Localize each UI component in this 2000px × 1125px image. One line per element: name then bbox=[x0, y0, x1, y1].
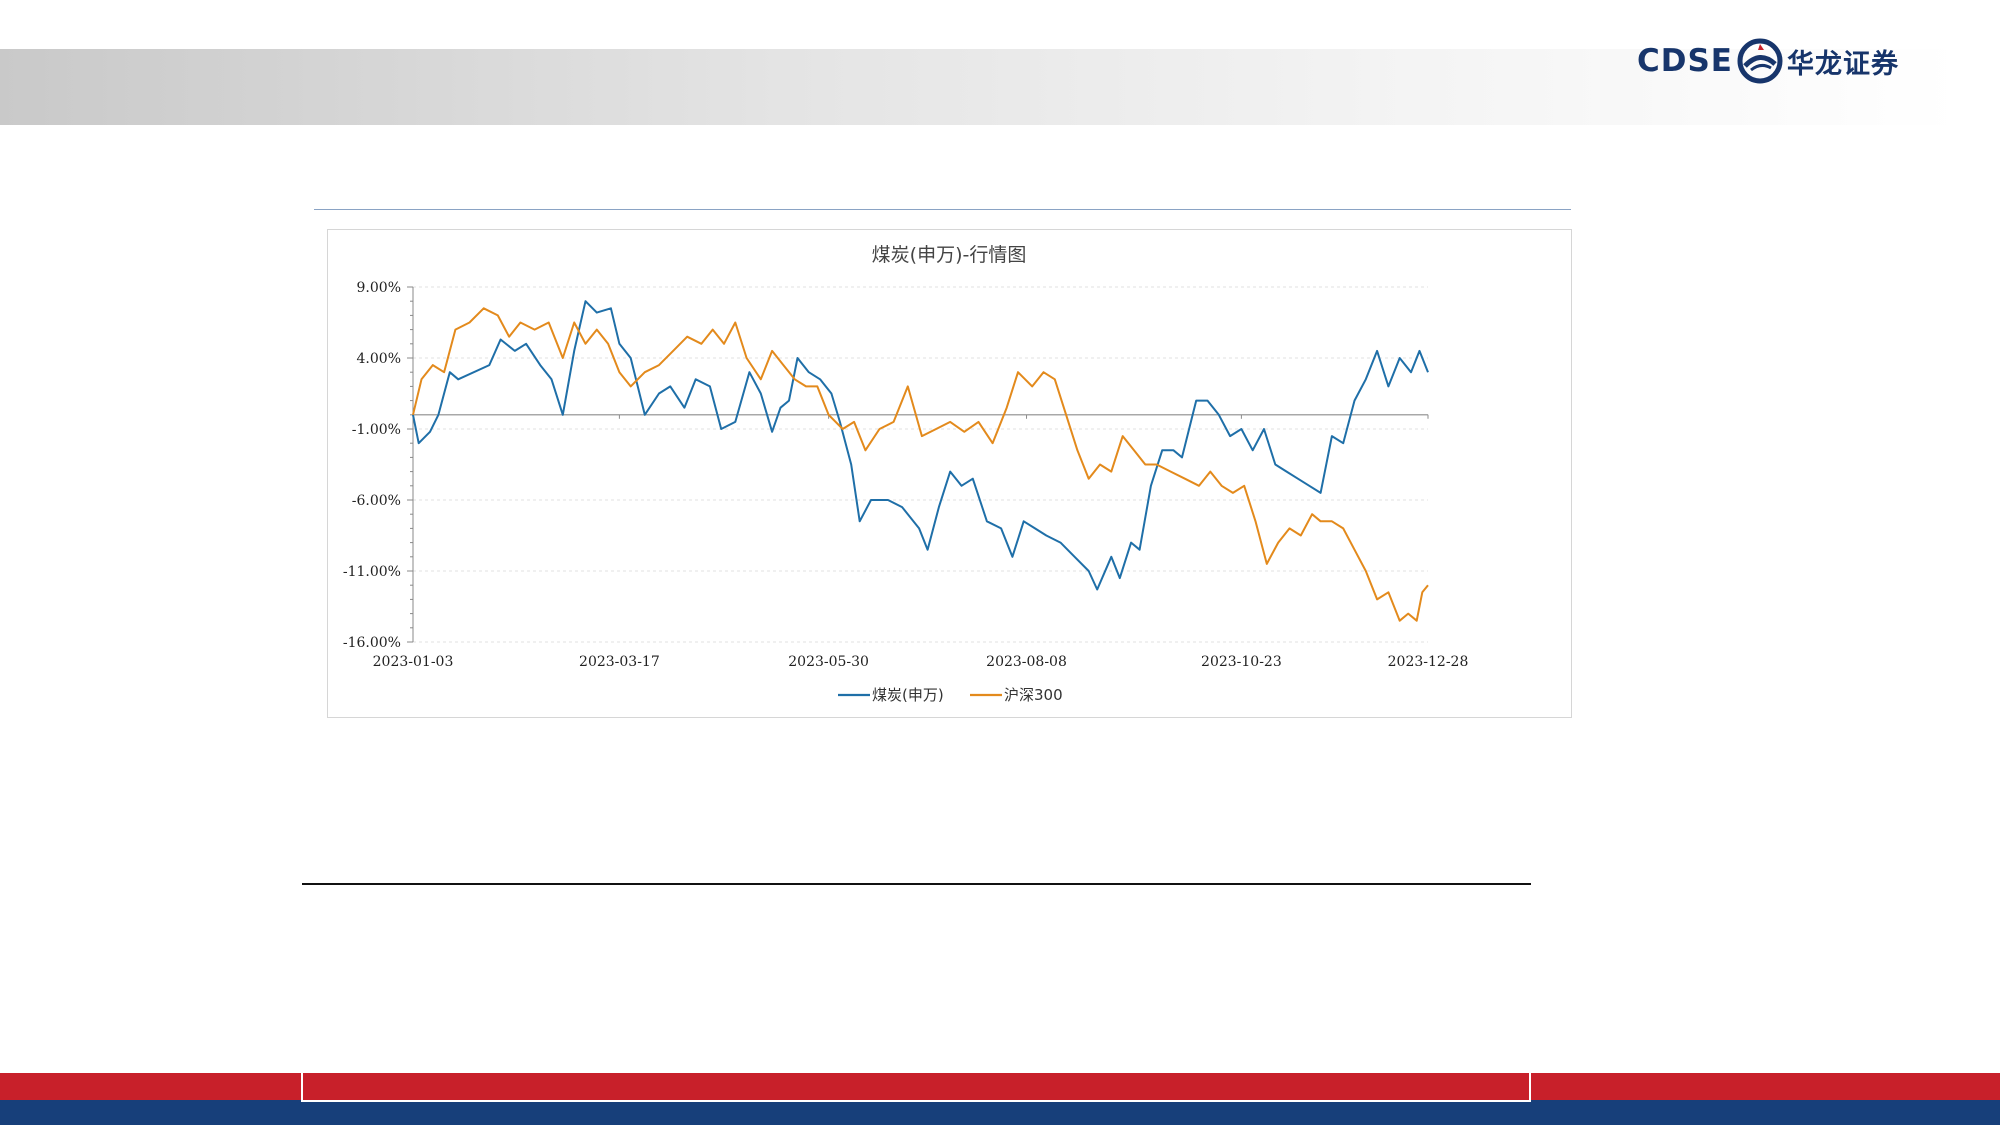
y-tick-label: 9.00% bbox=[357, 280, 401, 296]
series-line-coal bbox=[412, 300, 1429, 591]
swirl-icon bbox=[1737, 38, 1783, 84]
y-tick-label: -6.00% bbox=[352, 493, 401, 509]
grid bbox=[413, 286, 1428, 643]
brand-name-cn: 华龙证券 bbox=[1787, 48, 1899, 80]
legend: 煤炭(申万) 沪深300 bbox=[838, 686, 1063, 704]
footer-outline bbox=[301, 1073, 1531, 1102]
series-line-csi300 bbox=[412, 307, 1429, 622]
footer-red-band bbox=[0, 1073, 2000, 1100]
chart-title: 煤炭(申万)-行情图 bbox=[872, 244, 1027, 266]
axes: 9.00% 4.00% -1.00% -6.00% -11.00% -16.00% 2023… bbox=[343, 280, 1468, 670]
y-tick-label: -1.00% bbox=[352, 422, 401, 438]
brand-name-en: CDSE bbox=[1637, 43, 1733, 79]
legend-label: 沪深300 bbox=[1004, 686, 1063, 704]
x-tick-label: 2023-12-28 bbox=[1388, 654, 1469, 670]
y-tick-label: -16.00% bbox=[343, 635, 401, 651]
series-layer bbox=[412, 300, 1429, 622]
brand-logo: CDSE 华龙证券 bbox=[1637, 36, 1899, 86]
x-tick-label: 2023-01-03 bbox=[373, 654, 454, 670]
x-tick-label: 2023-08-08 bbox=[986, 654, 1067, 670]
x-tick-label: 2023-05-30 bbox=[788, 654, 869, 670]
chart-frame: 煤炭(申万)-行情图 9.00% 4.00% -1.00% -6.00% -11.00%… bbox=[327, 229, 1572, 718]
top-divider bbox=[314, 209, 1571, 210]
legend-label: 煤炭(申万) bbox=[872, 686, 944, 704]
line-chart: 煤炭(申万)-行情图 9.00% 4.00% -1.00% -6.00% -11.00%… bbox=[343, 244, 1468, 704]
x-tick-label: 2023-03-17 bbox=[579, 654, 660, 670]
bottom-divider bbox=[302, 883, 1531, 885]
y-tick-label: -11.00% bbox=[343, 564, 401, 580]
y-tick-label: 4.00% bbox=[357, 351, 401, 367]
x-tick-label: 2023-10-23 bbox=[1201, 654, 1282, 670]
footer-blue-band bbox=[0, 1100, 2000, 1125]
header-band bbox=[0, 49, 1960, 125]
